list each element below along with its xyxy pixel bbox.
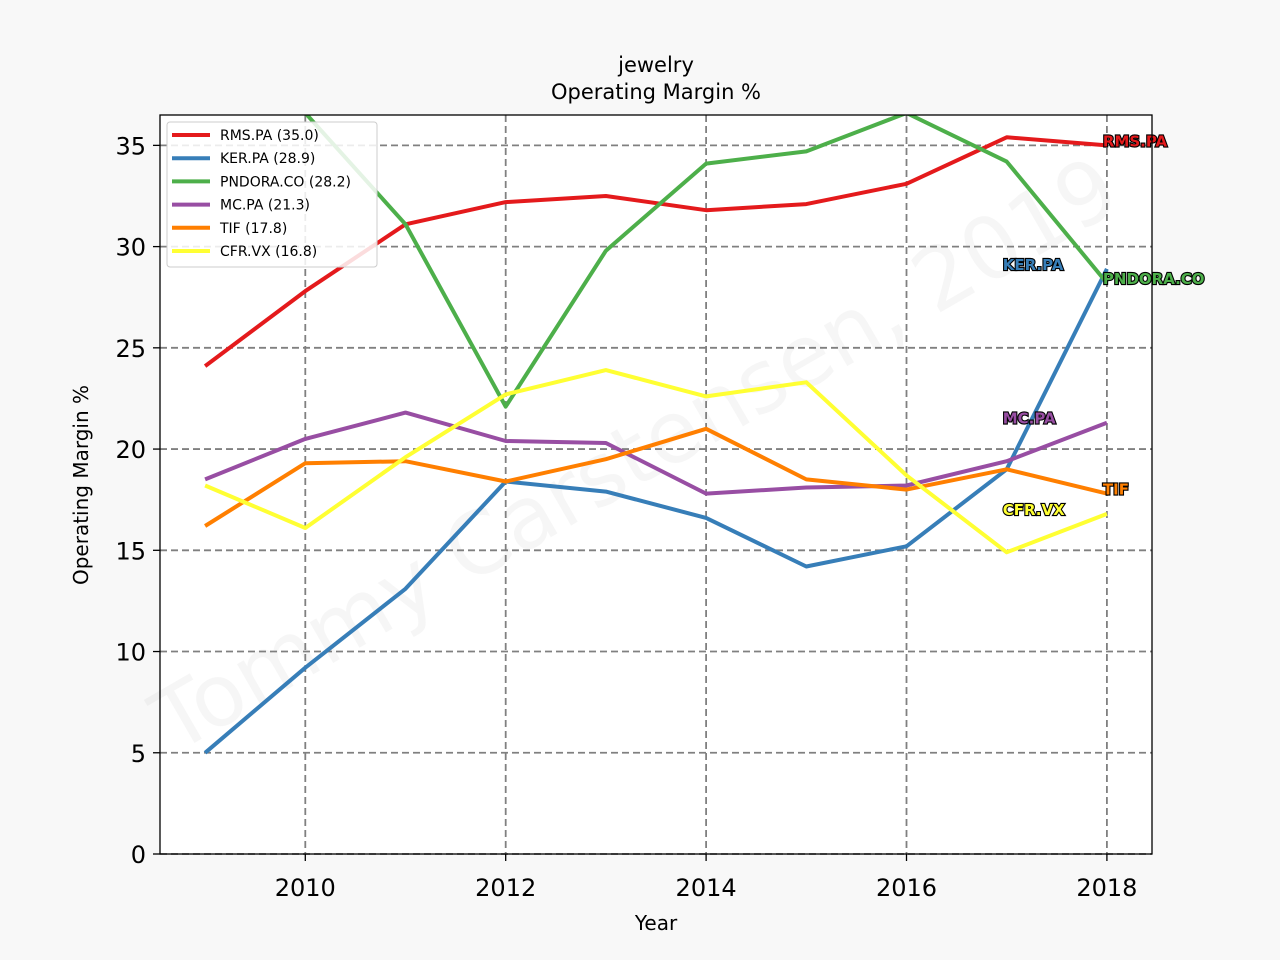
y-tick-label: 30 [115,234,146,262]
series-line-tif [204,426,1108,528]
chart-subtitle: Operating Margin % [551,80,761,104]
x-tick-label: 2012 [475,874,536,902]
series-line-ker-pa [203,268,1109,755]
chart-title: jewelry [617,53,694,77]
series-line-mc-pa [204,410,1108,496]
legend-entry: RMS.PA (35.0) [220,128,319,144]
x-tick-label: 2010 [275,874,336,902]
y-tick-label: 10 [115,639,146,667]
legend-entry: PNDORA.CO (28.2) [220,174,351,190]
legend-box [166,121,378,268]
x-tick-label: 2018 [1076,874,1137,902]
x-axis-label: Year [634,911,678,935]
series-line-cfr-vx [204,368,1108,555]
y-tick-label: 5 [131,740,146,768]
y-axis-ticks: 0 5 10 15 20 25 30 35 [115,132,160,869]
y-tick-label: 35 [115,132,146,160]
x-tick-label: 2016 [876,874,937,902]
legend-entry: CFR.VX (16.8) [220,244,317,260]
legend-entry: MC.PA (21.3) [220,198,310,214]
end-label: RMS.PA [1103,132,1168,150]
legend-entry: TIF (17.8) [219,221,287,237]
y-tick-label: 15 [115,537,146,565]
y-tick-label: 0 [131,841,146,869]
end-label: PNDORA.CO [1103,270,1205,288]
end-label: MC.PA [1003,410,1056,428]
x-axis-ticks: 2010 2012 2014 2016 2018 [275,854,1137,902]
y-tick-label: 20 [115,436,146,464]
end-label: CFR.VX [1003,501,1065,519]
end-label: TIF [1103,481,1129,499]
y-tick-label: 25 [115,335,146,363]
legend-entry: KER.PA (28.9) [220,151,315,167]
legend: RMS.PA (35.0) KER.PA (28.9) PNDORA.CO (28.… [166,121,378,268]
end-labels: RMS.PA KER.PA PNDORA.CO MC.PA TIF CFR.VX [1002,131,1206,520]
plot-frame [159,114,1153,855]
end-label: KER.PA [1003,256,1064,274]
y-axis-label: Operating Margin % [69,385,93,585]
x-tick-label: 2014 [676,874,737,902]
